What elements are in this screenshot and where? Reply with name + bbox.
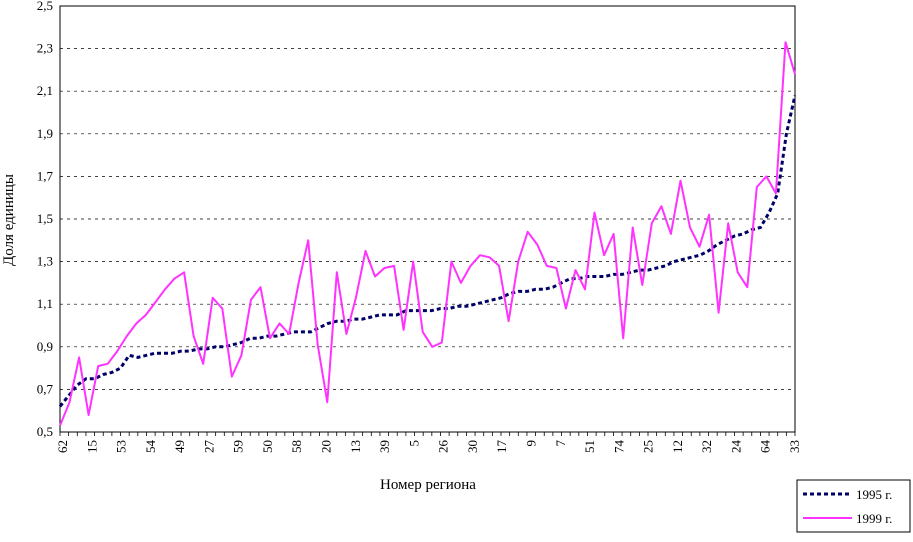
plot-frame [59, 5, 796, 433]
x-tick-label: 12 [670, 440, 685, 453]
x-tick-label: 30 [465, 440, 480, 453]
series-line-2 [59, 41, 796, 426]
x-tick-label: 58 [289, 440, 304, 453]
legend-label: 1999 г. [856, 511, 892, 526]
y-tick-label: 0,7 [37, 381, 54, 396]
legend-box [796, 479, 911, 533]
x-tick-label: 74 [611, 440, 626, 454]
x-tick-label: 59 [231, 440, 246, 453]
x-tick-label: 54 [143, 440, 158, 454]
y-tick-label: 2,3 [37, 41, 53, 56]
x-tick-label: 7 [553, 440, 568, 447]
x-tick-label: 27 [201, 440, 216, 454]
x-tick-label: 62 [55, 440, 70, 453]
y-tick-label: 2,5 [37, 0, 53, 13]
x-tick-label: 26 [436, 440, 451, 454]
x-tick-label: 5 [406, 440, 421, 447]
x-tick-label: 51 [582, 440, 597, 453]
x-tick-label: 39 [377, 440, 392, 453]
y-tick-label: 1,3 [37, 254, 53, 269]
axes [59, 5, 796, 436]
x-tick-label: 49 [172, 440, 187, 453]
y-tick-label: 1,9 [37, 126, 53, 141]
y-tick-label: 0,5 [37, 424, 53, 439]
x-tick-label: 25 [641, 440, 656, 453]
y-tick-label: 1,7 [37, 168, 54, 183]
series-group [58, 41, 797, 426]
y-tick-label: 1,5 [37, 211, 53, 226]
legend: 1995 г. 1999 г. [796, 479, 911, 533]
x-tick-label: 9 [523, 440, 538, 447]
x-tick-label: 15 [84, 440, 99, 453]
x-tick-label: 20 [319, 440, 334, 453]
legend-label: 1995 г. [856, 487, 892, 502]
x-tick-label: 13 [348, 440, 363, 453]
x-tick-label: 53 [114, 440, 129, 453]
y-axis-label: Доля единицы [1, 174, 17, 266]
x-tick-labels: 62 15 53 54 49 27 59 50 58 20 13 39 5 26 30 17 9 7 51 74 25 1… [55, 440, 802, 454]
y-tick-label: 2,1 [37, 83, 53, 98]
x-axis-label: Номер региона [380, 477, 476, 493]
x-tick-label: 64 [758, 440, 773, 454]
x-tick-label: 32 [699, 440, 714, 453]
x-tick-label: 33 [787, 440, 802, 453]
x-tick-label: 17 [494, 440, 509, 454]
y-tick-label: 0,9 [37, 339, 53, 354]
y-tick-label: 1,1 [37, 296, 53, 311]
x-tick-label: 24 [728, 440, 743, 454]
y-tick-labels: 0,5 0,7 0,9 1,1 1,3 1,5 1,7 1,9 2,1 2,3 2,5 [37, 0, 54, 439]
x-tick-label: 50 [260, 440, 275, 453]
